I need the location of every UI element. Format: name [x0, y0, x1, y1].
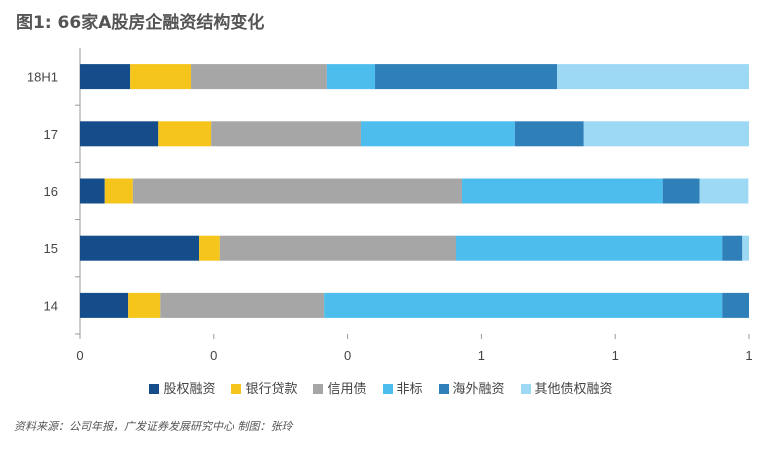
bar-segment-股权融资 — [80, 235, 200, 261]
bar-segment-其他债权融资 — [556, 64, 749, 90]
x-tick-label: 1 — [745, 348, 752, 363]
legend-item: 股权融资 — [149, 378, 215, 397]
x-tick-label: 0 — [76, 348, 83, 363]
category-label: 18H1 — [27, 70, 58, 85]
legend-swatch — [520, 384, 531, 394]
bar-segment-信用债 — [160, 292, 325, 318]
bar-segment-银行贷款 — [158, 121, 212, 147]
bar-segment-其他债权融资 — [583, 121, 749, 147]
legend-label: 股权融资 — [163, 382, 216, 397]
x-tick-label: 0 — [344, 348, 351, 363]
category-label: 16 — [44, 184, 58, 199]
bar-segment-其他债权融资 — [742, 235, 749, 261]
stacked-bar-chart: 18H1 17 16 15 14 0 0 0 1 1 1 — [27, 48, 753, 363]
x-tick-label: 1 — [478, 348, 485, 363]
category-label: 15 — [44, 241, 58, 256]
legend-swatch — [438, 384, 449, 394]
legend-item: 信用债 — [313, 378, 367, 397]
bar-segment-海外融资 — [375, 64, 557, 90]
legend-swatch — [313, 384, 324, 394]
bar-segment-海外融资 — [662, 178, 700, 204]
bar-segment-海外融资 — [514, 121, 584, 147]
bar-segment-股权融资 — [80, 64, 131, 90]
category-label: 14 — [44, 298, 58, 313]
bar-segment-银行贷款 — [128, 292, 161, 318]
bar-segment-信用债 — [191, 64, 327, 90]
legend-label: 海外融资 — [452, 382, 505, 397]
bar-segment-信用债 — [211, 121, 361, 147]
chart-title: 图1: 66家A股房企融资结构变化 — [16, 13, 265, 33]
bar-segment-非标 — [461, 178, 663, 204]
bar-segment-海外融资 — [722, 235, 743, 261]
legend-label: 其他债权融资 — [534, 382, 613, 397]
bar-segment-银行贷款 — [130, 64, 192, 90]
legend-item: 海外融资 — [438, 378, 505, 397]
bar-segment-股权融资 — [80, 178, 105, 204]
legend-item: 非标 — [382, 378, 423, 397]
legend-swatch — [231, 384, 242, 394]
legend-label: 银行贷款 — [245, 382, 298, 397]
legend-item: 银行贷款 — [231, 378, 297, 397]
bar-segment-股权融资 — [80, 292, 129, 318]
bar-segment-海外融资 — [722, 292, 749, 318]
bar-segment-股权融资 — [80, 121, 159, 147]
bar-segment-非标 — [360, 121, 515, 147]
bar-segment-非标 — [455, 235, 723, 261]
legend-label: 非标 — [396, 382, 423, 397]
category-label: 17 — [44, 127, 58, 142]
legend-item: 其他债权融资 — [520, 378, 613, 397]
legend-label: 信用债 — [327, 382, 367, 397]
x-tick-label: 1 — [612, 348, 619, 363]
bar-segment-其他债权融资 — [699, 178, 749, 204]
bar-segment-银行贷款 — [199, 235, 220, 261]
legend-swatch — [382, 384, 393, 394]
source-note: 资料来源：公司年报，广发证券发展研究中心 制图：张玲 — [14, 420, 293, 433]
bar-segment-非标 — [326, 64, 376, 90]
legend-swatch — [149, 384, 160, 394]
bar-segment-信用债 — [219, 235, 456, 261]
bar-segment-非标 — [324, 292, 723, 318]
bar-segment-银行贷款 — [104, 178, 133, 204]
x-tick-label: 0 — [210, 348, 217, 363]
bar-segment-信用债 — [132, 178, 462, 204]
legend: 股权融资 银行贷款 信用债 非标 海外融资 其他债权融资 — [0, 378, 762, 397]
